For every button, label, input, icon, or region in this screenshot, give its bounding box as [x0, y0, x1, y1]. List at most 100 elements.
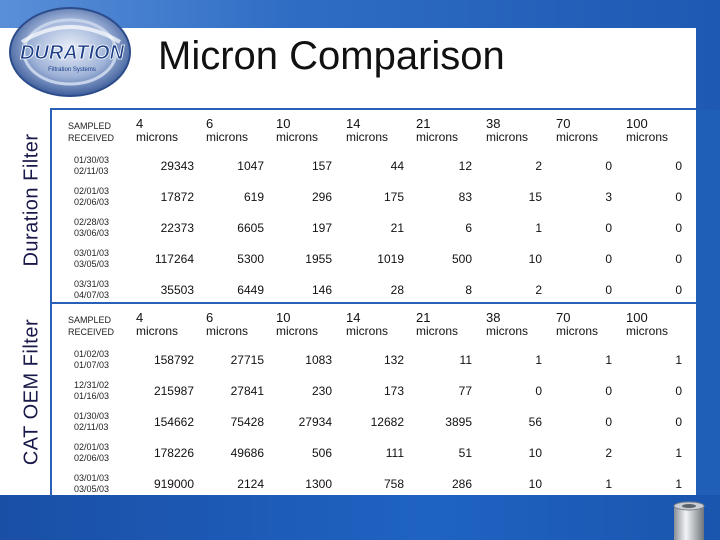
table-header: SAMPLED RECEIVED 4 microns 6 microns 10 microns… [52, 110, 696, 150]
particle-count-cell: 44 [390, 159, 404, 173]
column-header-unit: microns [136, 130, 179, 144]
particle-count-cell: 0 [605, 252, 612, 266]
particle-count-cell: 29343 [160, 159, 194, 173]
section-top-rule [50, 108, 696, 110]
particle-count-cell: 919000 [153, 477, 194, 491]
particle-count-cell: 1 [605, 477, 612, 491]
received-date: 02/11/03 [74, 166, 109, 176]
received-date: 03/06/03 [74, 228, 110, 238]
column-header-size: 6 [206, 310, 214, 325]
table-row: 02/01/03 02/06/03 178226 49686 506 111 51 10 2 1 [52, 437, 696, 468]
column-header-size: 21 [416, 116, 431, 131]
column-header-unit: microns [556, 130, 599, 144]
column-header-size: 14 [346, 310, 361, 325]
particle-count-cell: 1 [535, 221, 542, 235]
column-header-unit: microns [626, 324, 669, 338]
particle-count-cell: 0 [675, 221, 682, 235]
particle-count-cell: 215987 [153, 384, 194, 398]
column-header-unit: microns [416, 130, 459, 144]
received-date: 02/11/03 [74, 422, 109, 432]
header-label-received: RECEIVED [68, 327, 115, 337]
column-header-unit: microns [486, 324, 529, 338]
particle-count-cell: 77 [458, 384, 472, 398]
particle-count-cell: 10 [528, 252, 542, 266]
table-row: 02/01/03 02/06/03 17872 619 296 175 83 15 3 0 [52, 181, 696, 212]
column-header-unit: microns [486, 130, 529, 144]
sampled-date: 12/31/02 [74, 380, 110, 390]
received-date: 04/07/03 [74, 290, 110, 300]
page-title: Micron Comparison [158, 34, 505, 78]
particle-count-cell: 230 [311, 384, 332, 398]
particle-count-cell: 0 [605, 283, 612, 297]
sampled-date: 02/28/03 [74, 217, 110, 227]
table-row: 01/30/03 02/11/03 154662 75428 27934 12682 389… [52, 406, 696, 437]
column-header-size: 4 [136, 116, 144, 131]
particle-count-cell: 1 [605, 353, 612, 367]
sampled-date: 01/30/03 [74, 155, 110, 165]
particle-count-cell: 27715 [230, 353, 264, 367]
particle-count-cell: 28 [390, 283, 404, 297]
row-dates: 02/01/03 02/06/03 [74, 186, 109, 208]
particle-count-cell: 6 [465, 221, 472, 235]
table-row: 03/01/03 03/05/03 117264 5300 1955 1019 500 10 0… [52, 243, 696, 274]
particle-count-cell: 12 [458, 159, 472, 173]
particle-count-cell: 3895 [445, 415, 472, 429]
particle-count-cell: 157 [311, 159, 332, 173]
particle-count-cell: 500 [451, 252, 472, 266]
particle-count-cell: 1047 [237, 159, 264, 173]
particle-count-cell: 6449 [237, 283, 264, 297]
particle-count-cell: 2 [535, 283, 542, 297]
header-sampled-received-label: SAMPLED RECEIVED [68, 314, 114, 338]
particle-count-cell: 286 [451, 477, 472, 491]
row-dates: 12/31/02 01/16/03 [74, 380, 109, 402]
particle-count-cell: 6605 [237, 221, 264, 235]
particle-count-cell: 1 [675, 477, 682, 491]
table-row: 12/31/02 01/16/03 215987 27841 230 173 77 0 0 0 [52, 375, 696, 406]
row-dates: 03/31/03 04/07/03 [74, 279, 109, 301]
particle-count-cell: 758 [383, 477, 404, 491]
filter-can-image [673, 501, 705, 540]
particle-count-cell: 11 [459, 353, 472, 367]
row-dates: 01/30/03 02/11/03 [74, 155, 109, 177]
particle-count-cell: 2 [535, 159, 542, 173]
particle-count-cell: 0 [675, 283, 682, 297]
particle-count-cell: 173 [383, 384, 404, 398]
column-header-size: 38 [486, 116, 501, 131]
particle-count-cell: 1 [675, 446, 682, 460]
column-header-unit: microns [416, 324, 459, 338]
received-date: 03/05/03 [74, 259, 110, 269]
table-row: 02/28/03 03/06/03 22373 6605 197 21 6 1 0 0 [52, 212, 696, 243]
sampled-date: 02/01/03 [74, 442, 110, 452]
particle-count-cell: 21 [390, 221, 404, 235]
particle-count-cell: 56 [528, 415, 542, 429]
column-header-unit: microns [626, 130, 669, 144]
column-header-size: 6 [206, 116, 214, 131]
column-header-unit: microns [346, 324, 389, 338]
row-dates: 03/01/03 03/05/03 [74, 248, 109, 270]
particle-count-cell: 117264 [154, 252, 194, 266]
row-dates: 02/01/03 02/06/03 [74, 442, 109, 464]
column-header-size: 100 [626, 310, 648, 325]
particle-count-cell: 2 [605, 446, 612, 460]
particle-count-cell: 154662 [153, 415, 194, 429]
particle-count-cell: 27841 [230, 384, 264, 398]
particle-count-cell: 49686 [230, 446, 264, 460]
particle-count-cell: 75428 [230, 415, 264, 429]
particle-count-cell: 8 [465, 283, 472, 297]
particle-count-cell: 3 [605, 190, 612, 204]
particle-count-cell: 1300 [305, 477, 332, 491]
column-header-size: 70 [556, 310, 571, 325]
sampled-date: 02/01/03 [74, 186, 110, 196]
logo-brand-text: DURATION [20, 42, 125, 64]
table-row: 01/30/03 02/11/03 29343 1047 157 44 12 2 0 0 [52, 150, 696, 181]
section-divider-rule [50, 302, 696, 304]
column-header-size: 70 [556, 116, 571, 131]
column-header-unit: microns [346, 130, 389, 144]
particle-count-cell: 2124 [237, 477, 264, 491]
header-label-sampled: SAMPLED [68, 315, 112, 325]
particle-count-cell: 0 [605, 159, 612, 173]
column-header-size: 100 [626, 116, 648, 131]
duration-logo: DURATION Filtration Systems [9, 7, 131, 97]
column-header-unit: microns [276, 130, 319, 144]
column-header-unit: microns [556, 324, 599, 338]
